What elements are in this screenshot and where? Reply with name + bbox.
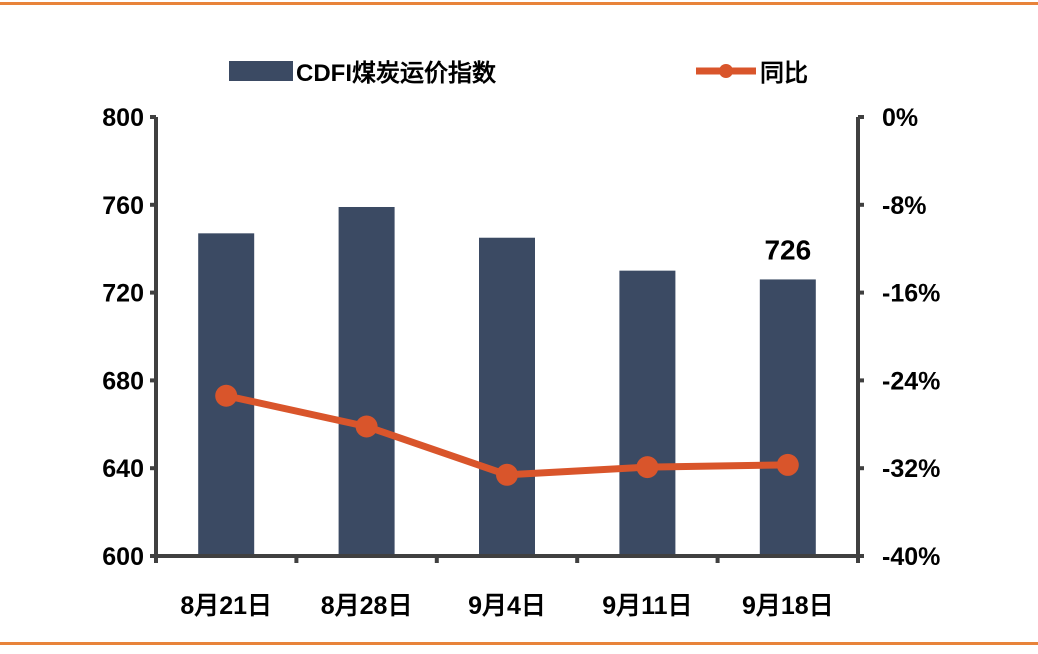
bottom-border bbox=[0, 642, 1038, 645]
legend-bar-label: CDFI煤炭运价指数 bbox=[296, 60, 497, 87]
bars bbox=[198, 206, 816, 556]
right-tick-label: -24% bbox=[882, 367, 940, 395]
left-tick-label: 760 bbox=[102, 192, 144, 220]
x-tick-label: 9月18日 bbox=[742, 592, 834, 620]
x-tick-label: 9月11日 bbox=[602, 592, 692, 620]
axes bbox=[150, 115, 864, 563]
x-tick-label: 9月4日 bbox=[468, 592, 546, 620]
x-tick-label: 8月28日 bbox=[321, 592, 413, 620]
left-tick-label: 640 bbox=[102, 455, 144, 483]
right-tick-label: -32% bbox=[882, 455, 940, 483]
yoy-point-2 bbox=[355, 415, 378, 438]
line-series bbox=[215, 384, 799, 486]
yoy-point-5 bbox=[776, 453, 799, 476]
left-tick-label: 680 bbox=[102, 367, 144, 395]
x-tick-label: 8月21日 bbox=[180, 592, 272, 620]
legend-bar-swatch bbox=[229, 61, 293, 81]
left-tick-label: 720 bbox=[102, 280, 144, 308]
bar-data-label: 726 bbox=[764, 234, 811, 265]
yoy-point-4 bbox=[636, 456, 659, 479]
legend-line-marker bbox=[719, 64, 733, 78]
legend: CDFI煤炭运价指数 同比 bbox=[229, 60, 808, 87]
top-border bbox=[0, 2, 1038, 5]
bar-4 bbox=[619, 270, 676, 556]
left-tick-label: 600 bbox=[102, 543, 144, 571]
left-tick-label: 800 bbox=[102, 104, 144, 132]
bar-2 bbox=[338, 206, 395, 556]
bar-5 bbox=[759, 279, 816, 556]
labels: 800 760 720 680 640 600 0% -8% -16% -24% -32% -40% 8… bbox=[102, 104, 940, 620]
right-tick-label: -8% bbox=[882, 192, 926, 220]
right-tick-label: 0% bbox=[882, 104, 918, 132]
bar-3 bbox=[479, 237, 535, 556]
right-tick-label: -40% bbox=[882, 543, 940, 571]
yoy-point-1 bbox=[215, 384, 238, 407]
yoy-point-3 bbox=[496, 463, 518, 486]
right-tick-label: -16% bbox=[882, 280, 940, 308]
legend-line-label: 同比 bbox=[760, 60, 808, 87]
